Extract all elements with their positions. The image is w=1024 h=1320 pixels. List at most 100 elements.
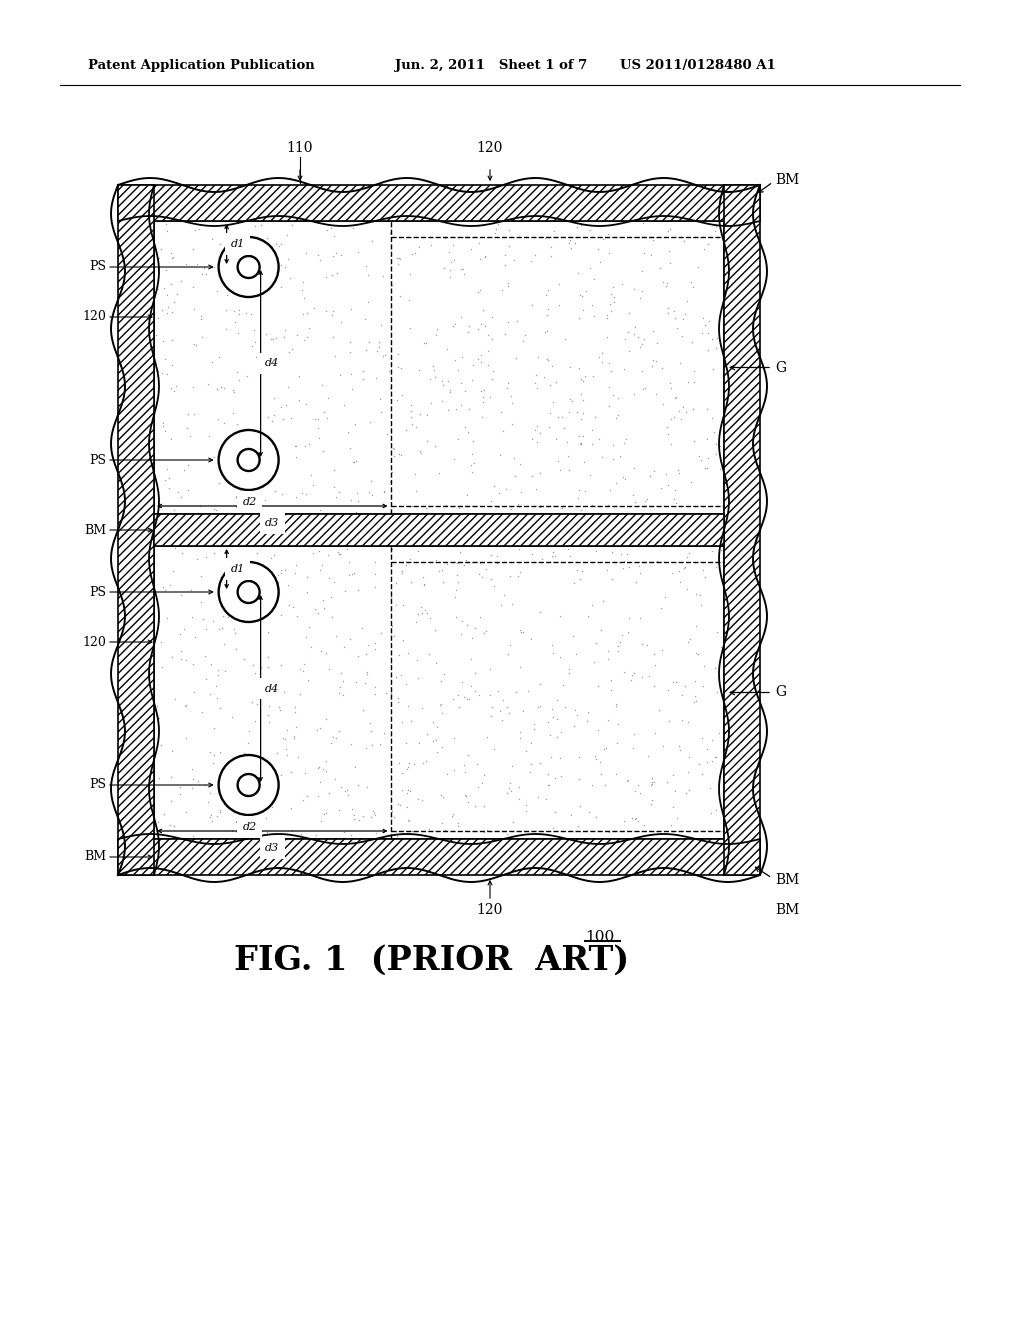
Point xyxy=(634,260,650,281)
Point xyxy=(318,751,335,772)
Point xyxy=(594,351,610,372)
Point xyxy=(283,797,299,818)
Point xyxy=(672,561,688,582)
Point xyxy=(643,793,659,814)
Point xyxy=(607,696,624,717)
Point xyxy=(682,628,698,649)
Point xyxy=(580,710,596,731)
Point xyxy=(227,638,244,659)
Point xyxy=(473,313,489,334)
Point xyxy=(493,701,509,722)
Point xyxy=(549,407,565,428)
Point xyxy=(230,304,247,325)
Point xyxy=(499,824,515,845)
Point xyxy=(278,738,294,759)
Point xyxy=(284,215,300,236)
Point xyxy=(436,663,453,684)
Point xyxy=(631,556,647,577)
Point xyxy=(219,438,236,459)
Point xyxy=(209,280,225,301)
Point xyxy=(306,599,323,620)
Point xyxy=(310,428,327,449)
Point xyxy=(510,565,526,586)
Point xyxy=(375,494,391,515)
Point xyxy=(399,780,416,801)
Point xyxy=(273,276,290,297)
Point xyxy=(255,252,271,273)
Point xyxy=(475,795,492,816)
Point xyxy=(419,723,435,744)
Point xyxy=(193,495,209,516)
Point xyxy=(295,789,311,810)
Point xyxy=(266,566,283,587)
Point xyxy=(403,400,420,421)
Point xyxy=(195,701,211,722)
Point xyxy=(272,605,289,626)
Point xyxy=(327,768,343,789)
Point xyxy=(318,219,335,240)
Point xyxy=(504,413,520,434)
Point xyxy=(464,444,480,465)
Point xyxy=(475,300,492,321)
Point xyxy=(500,272,516,293)
Point xyxy=(358,776,375,797)
Point xyxy=(660,298,677,319)
Point xyxy=(636,243,652,264)
Point xyxy=(229,487,246,508)
Point xyxy=(423,392,439,413)
Point xyxy=(500,643,516,664)
Point xyxy=(375,346,391,367)
Point xyxy=(378,682,394,704)
Point xyxy=(392,664,409,685)
Point xyxy=(643,775,659,796)
Point xyxy=(460,321,476,342)
Point xyxy=(341,564,357,585)
Point xyxy=(389,343,406,364)
Point xyxy=(435,374,452,395)
Point xyxy=(433,391,450,412)
Point xyxy=(251,277,267,298)
Point xyxy=(183,759,200,780)
Point xyxy=(393,444,410,465)
Point xyxy=(488,553,505,574)
Point xyxy=(708,556,724,577)
Point xyxy=(258,808,274,829)
Point xyxy=(287,562,303,583)
Point xyxy=(198,645,214,667)
Point xyxy=(670,808,686,829)
Point xyxy=(470,215,486,236)
Point xyxy=(361,331,378,352)
Point xyxy=(457,380,473,401)
Point xyxy=(499,697,515,718)
Point xyxy=(236,791,252,812)
Point xyxy=(675,309,691,330)
Point xyxy=(565,715,582,737)
Point xyxy=(349,775,366,796)
Point xyxy=(575,389,592,411)
Point xyxy=(305,543,322,564)
Point xyxy=(605,384,622,405)
Point xyxy=(456,755,472,776)
Point xyxy=(165,247,181,268)
Point xyxy=(345,451,361,473)
Point xyxy=(534,549,550,570)
Point xyxy=(607,408,624,429)
Point xyxy=(309,409,326,430)
Point xyxy=(246,319,262,341)
Point xyxy=(546,642,562,663)
Point xyxy=(151,768,167,789)
Point xyxy=(275,408,292,429)
Point xyxy=(496,585,512,606)
Point xyxy=(582,465,598,486)
Point xyxy=(590,719,606,741)
Point xyxy=(427,325,443,346)
Point xyxy=(500,276,516,297)
Point xyxy=(544,546,560,568)
Point xyxy=(703,751,720,772)
Point xyxy=(512,656,528,677)
Point xyxy=(350,645,367,667)
Point xyxy=(501,235,517,256)
Point xyxy=(698,399,715,420)
Point xyxy=(225,403,242,424)
Point xyxy=(408,611,424,632)
